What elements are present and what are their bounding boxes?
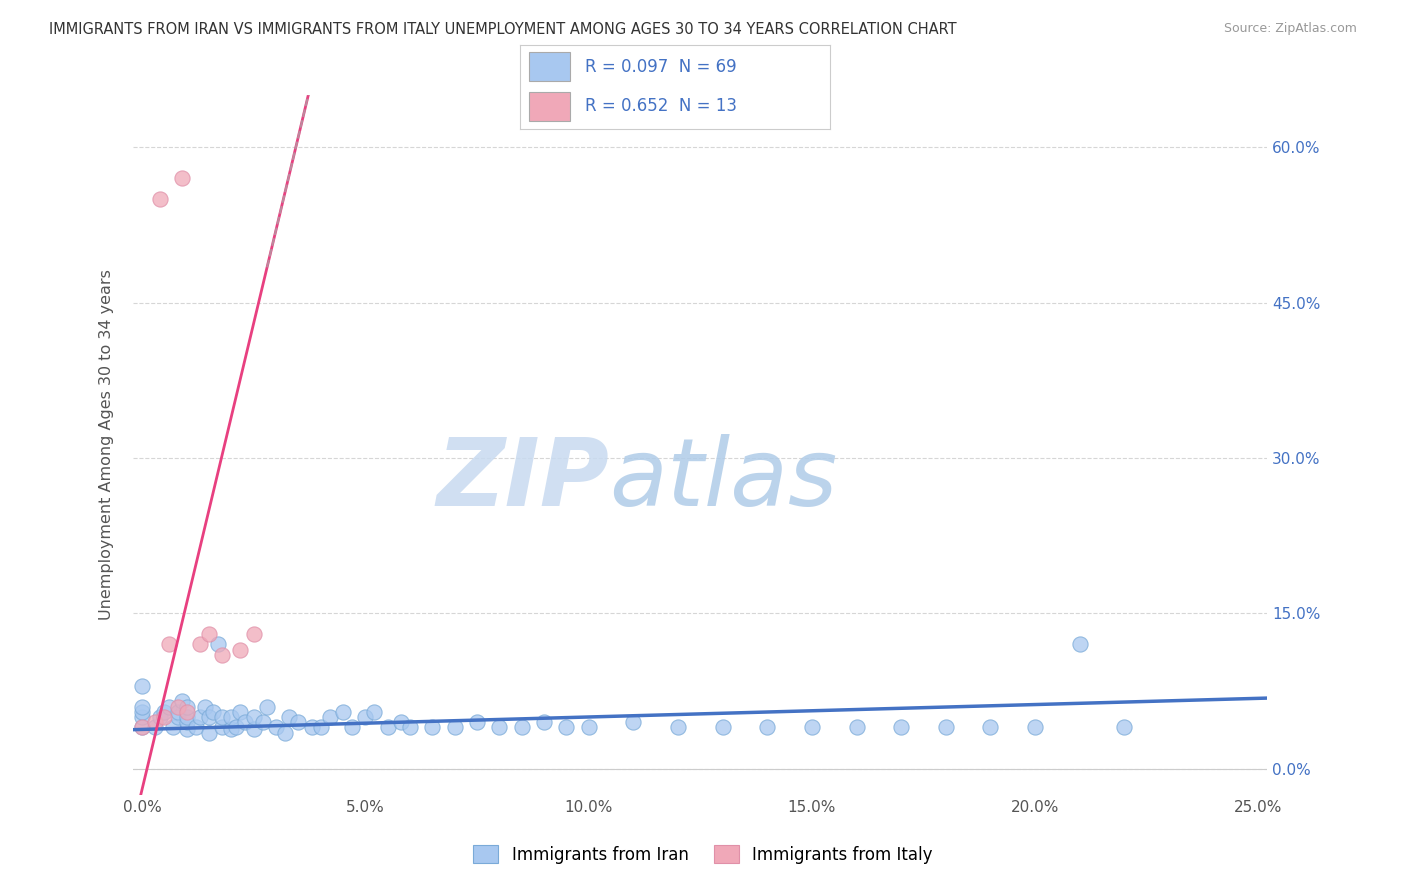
Point [256,699,278,714]
Point [340,720,363,734]
Point [225,720,247,734]
Point [149,710,172,724]
Point [211,710,233,724]
Point [555,720,578,734]
Point [193,699,215,714]
Point [510,720,533,734]
Point [278,710,301,724]
Legend: Immigrants from Iran, Immigrants from Italy: Immigrants from Iran, Immigrants from It… [467,838,939,871]
Point [131,679,153,693]
Point [184,720,207,734]
Point [131,710,153,724]
Point [578,720,600,734]
FancyBboxPatch shape [530,53,569,81]
Text: ZIP: ZIP [437,434,609,526]
Point [756,720,779,734]
Point [198,725,221,739]
Point [242,627,264,641]
Point [176,710,198,724]
Point [131,699,153,714]
Point [162,720,184,734]
Point [166,705,188,719]
Point [176,705,198,719]
Point [202,705,225,719]
Text: R = 0.097  N = 69: R = 0.097 N = 69 [585,58,737,76]
Text: IMMIGRANTS FROM IRAN VS IMMIGRANTS FROM ITALY UNEMPLOYMENT AMONG AGES 30 TO 34 Y: IMMIGRANTS FROM IRAN VS IMMIGRANTS FROM … [49,22,957,37]
Point [131,720,153,734]
Point [533,715,555,730]
Point [1024,720,1046,734]
Point [363,705,385,719]
Point [301,720,323,734]
Point [188,710,211,724]
Point [166,710,188,724]
Text: Source: ZipAtlas.com: Source: ZipAtlas.com [1223,22,1357,36]
Point [172,171,194,186]
Point [666,720,689,734]
Point [221,723,243,737]
Point [242,723,264,737]
Point [176,723,198,737]
Point [131,720,153,734]
Point [252,715,274,730]
Point [711,720,734,734]
Point [242,710,264,724]
Point [176,699,198,714]
Point [979,720,1001,734]
Point [621,715,644,730]
Point [131,705,153,719]
Point [145,715,167,730]
Point [890,720,912,734]
Point [309,720,332,734]
Point [176,715,198,730]
Point [465,715,488,730]
Point [166,699,188,714]
Point [1114,720,1136,734]
Point [800,720,823,734]
Point [1069,637,1091,651]
Point [211,720,233,734]
Point [377,720,399,734]
Point [274,725,297,739]
Point [935,720,957,734]
Point [157,699,180,714]
Text: atlas: atlas [609,434,838,525]
Point [198,710,221,724]
Point [287,715,309,730]
Point [211,648,233,662]
Point [332,705,354,719]
Point [264,720,287,734]
Point [145,720,167,734]
Point [207,637,229,651]
Y-axis label: Unemployment Among Ages 30 to 34 years: Unemployment Among Ages 30 to 34 years [100,269,114,621]
Point [354,710,377,724]
Point [443,720,465,734]
Point [157,637,180,651]
Point [198,627,221,641]
Point [488,720,510,734]
Point [172,694,194,708]
Point [229,642,252,657]
Point [233,715,256,730]
Point [420,720,443,734]
Point [318,710,340,724]
Point [149,192,172,206]
Point [845,720,868,734]
Point [389,715,412,730]
Point [229,705,252,719]
Point [221,710,243,724]
Point [188,637,211,651]
Point [153,710,176,724]
FancyBboxPatch shape [530,92,569,120]
Point [153,705,176,719]
Point [399,720,422,734]
Text: R = 0.652  N = 13: R = 0.652 N = 13 [585,96,737,114]
